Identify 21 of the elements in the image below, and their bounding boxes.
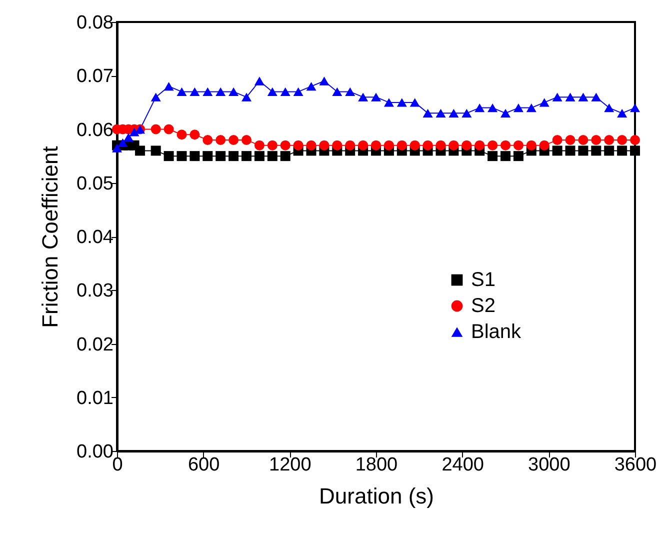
y-tick-label: 0.02 — [76, 334, 114, 356]
y-tick-label: 0.01 — [76, 388, 114, 409]
y-tick-label: 0.00 — [76, 442, 114, 462]
y-axis-title: Friction Coefficient — [38, 146, 63, 328]
y-tick-label: 0.05 — [76, 173, 114, 194]
x-tick-label: 1200 — [269, 454, 312, 476]
y-tick-label: 0.04 — [76, 227, 114, 248]
x-tick-label: 3000 — [528, 454, 570, 476]
x-tick-label: 0 — [112, 454, 123, 476]
y-tick-label: 0.06 — [76, 120, 114, 141]
legend-label: S1 — [471, 269, 496, 291]
legend-label: S2 — [471, 295, 496, 317]
y-tick-label: 0.03 — [76, 280, 114, 302]
x-tick-label: 600 — [188, 454, 220, 476]
legend-label: Blank — [471, 321, 522, 343]
x-tick-label: 1800 — [355, 454, 398, 476]
x-tick-label: 2400 — [442, 454, 484, 476]
y-tick-label: 0.08 — [76, 12, 114, 34]
x-axis-title: Duration (s) — [319, 484, 434, 508]
y-tick-label: 0.07 — [76, 66, 114, 88]
x-tick-label: 3600 — [614, 454, 657, 476]
